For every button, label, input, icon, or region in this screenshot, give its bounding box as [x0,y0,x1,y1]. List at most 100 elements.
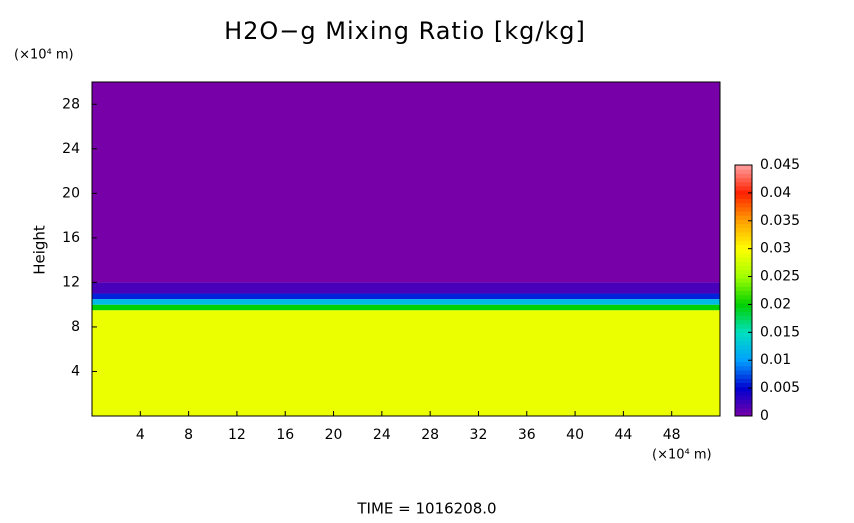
x-unit: (×10⁴ m) [652,448,712,463]
colorbar-step [735,407,752,413]
colorbar-step [735,169,752,174]
colorbar-tick-label: 0.03 [760,241,791,257]
colorbar-step [735,215,752,220]
colorbar-step [735,294,752,300]
colorbar-tick-label: 0.02 [760,296,791,312]
colorbar-tick-label: 0.035 [760,213,800,229]
colorbar-step [735,307,752,312]
x-tick-label: 16 [276,427,294,443]
colorbar-step [735,290,752,296]
colorbar-step [735,269,752,275]
colorbar-step [735,211,752,216]
footer: TIME = 1016208.0 [356,500,496,518]
colorbar-step [735,198,752,204]
colorbar-step [735,165,752,170]
colorbar-step [735,265,752,271]
colorbar-step [735,357,752,363]
colorbar-step [735,219,752,225]
x-tick-label: 48 [663,427,681,443]
colorbar-step [735,177,752,183]
colorbar-step [735,378,752,384]
colorbar-step [735,399,752,404]
colorbar-step [735,382,752,388]
colorbar-step [735,206,752,212]
colorbar-step [735,240,752,245]
colorbar-step [735,319,752,325]
field-band [92,282,720,294]
field-band [92,293,720,300]
colorbar-step [735,386,752,392]
colorbar-step [735,332,752,338]
x-tick-label: 32 [470,427,488,443]
x-tick-label: 44 [614,427,632,443]
colorbar-step [735,298,752,304]
x-tick-label: 8 [184,427,193,443]
colorbar-step [735,365,752,371]
colorbar-step [735,328,752,333]
colorbar-tick-label: 0.045 [760,157,800,173]
colorbar-step [735,202,752,208]
y-tick-label: 8 [71,319,80,335]
colorbar-step [735,403,752,409]
colorbar-step [735,252,752,258]
field-band [92,310,720,416]
y-tick-label: 12 [62,274,80,290]
colorbar-step [735,273,752,279]
x-tick-label: 12 [228,427,246,443]
colorbar-step [735,340,752,346]
colorbar-tick-label: 0 [760,408,769,424]
colorbar-tick-label: 0.04 [760,185,791,201]
y-label: Height [31,225,49,275]
colorbar-step [735,411,752,417]
colorbar-step [735,227,752,233]
colorbar-step [735,361,752,367]
x-tick-label: 4 [136,427,145,443]
colorbar-tick-label: 0.01 [760,352,791,368]
colorbar-step [735,194,752,199]
colorbar-step [735,395,752,400]
colorbar-step [735,374,752,379]
colorbar-tick-label: 0.005 [760,380,800,396]
y-tick-label: 20 [62,185,80,201]
colorbar-step [735,390,752,396]
colorbar-step [735,315,752,321]
colorbar-step [735,369,752,375]
y-unit: (×10⁴ m) [14,48,74,63]
x-tick-label: 28 [421,427,439,443]
colorbar-step [735,185,752,191]
colorbar-step [735,286,752,291]
colorbar-step [735,344,752,350]
colorbar-step [735,181,752,187]
x-tick-label: 24 [373,427,391,443]
colorbar-step [735,277,752,283]
field-band [92,299,720,305]
colorbar-step [735,349,752,354]
colorbar-step [735,190,752,195]
y-tick-label: 16 [62,230,80,246]
colorbar-frame [734,164,753,417]
colorbar-step [735,353,752,358]
colorbar-step [735,244,752,250]
field-band [92,304,720,311]
colorbar-step [735,173,752,179]
y-tick-label: 24 [62,141,80,157]
colorbar-step [735,336,752,342]
colorbar-step [735,223,752,229]
colorbar-step [735,248,752,254]
colorbar-step [735,236,752,241]
x-tick-label: 36 [518,427,536,443]
y-tick-label: 4 [71,363,80,379]
y-tick-label: 28 [62,96,80,112]
colorbar-step [735,257,752,262]
colorbar-step [735,282,752,287]
colorbar-step [735,323,752,329]
colorbar-tick-label: 0.025 [760,269,800,285]
colorbar-step [735,311,752,317]
colorbar-step [735,261,752,266]
field-band [92,82,720,283]
colorbar-step [735,231,752,237]
colorbar-step [735,303,752,308]
colorbar-tick-label: 0.015 [760,324,800,340]
chart-title: H2O−g Mixing Ratio [kg/kg] [224,17,586,45]
